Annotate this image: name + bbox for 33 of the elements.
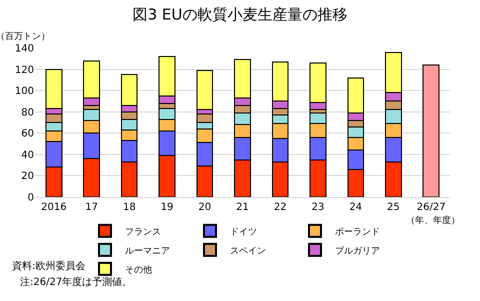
x-tick-label: 26/27 <box>416 202 446 213</box>
y-tick-label: 60 <box>21 128 34 140</box>
y-tick-label: 140 <box>14 44 34 54</box>
y-tick-label: 80 <box>21 107 34 118</box>
x-tick-label: 21 <box>236 202 249 213</box>
legend-label: フランス <box>125 227 161 238</box>
y-tick-label: 0 <box>28 192 34 204</box>
text: 資料:欧州委員会 <box>12 260 86 272</box>
y-tick-label: 100 <box>14 86 34 98</box>
x-tick-label: 20 <box>198 202 212 213</box>
legend-label: ブルガリア <box>335 245 380 256</box>
x-tick-label: 22 <box>274 202 287 213</box>
x-tick-label: 23 <box>312 202 324 213</box>
x-tick-label: 25 <box>387 202 400 213</box>
x-tick-label: 18 <box>122 202 136 213</box>
bar <box>422 64 440 197</box>
x-tick-label: 2016 <box>41 202 67 213</box>
x-tick-label: 24 <box>349 202 362 213</box>
legend-label: その他 <box>125 264 152 276</box>
bar <box>196 70 214 110</box>
y-tick-label: 40 <box>21 150 34 161</box>
y-tick-label: 20 <box>21 171 34 182</box>
y-axis-title: （百万トン） <box>0 32 50 42</box>
text: 注:26/27年度は予測値。 <box>20 276 132 288</box>
x-tick-label: 19 <box>160 202 174 213</box>
x-tick-label: 17 <box>85 202 98 213</box>
legend-label: スペイン <box>230 246 266 256</box>
legend-label: ドイツ <box>230 227 257 238</box>
legend-label: ポーランド <box>335 227 380 238</box>
y-tick-label: 120 <box>14 64 34 76</box>
chart-title: 図3 EUの軟質小麦生産量の推移 <box>132 6 348 24</box>
x-axis-title: （年、年度） <box>406 215 460 226</box>
legend-label: ルーマニア <box>125 246 170 256</box>
